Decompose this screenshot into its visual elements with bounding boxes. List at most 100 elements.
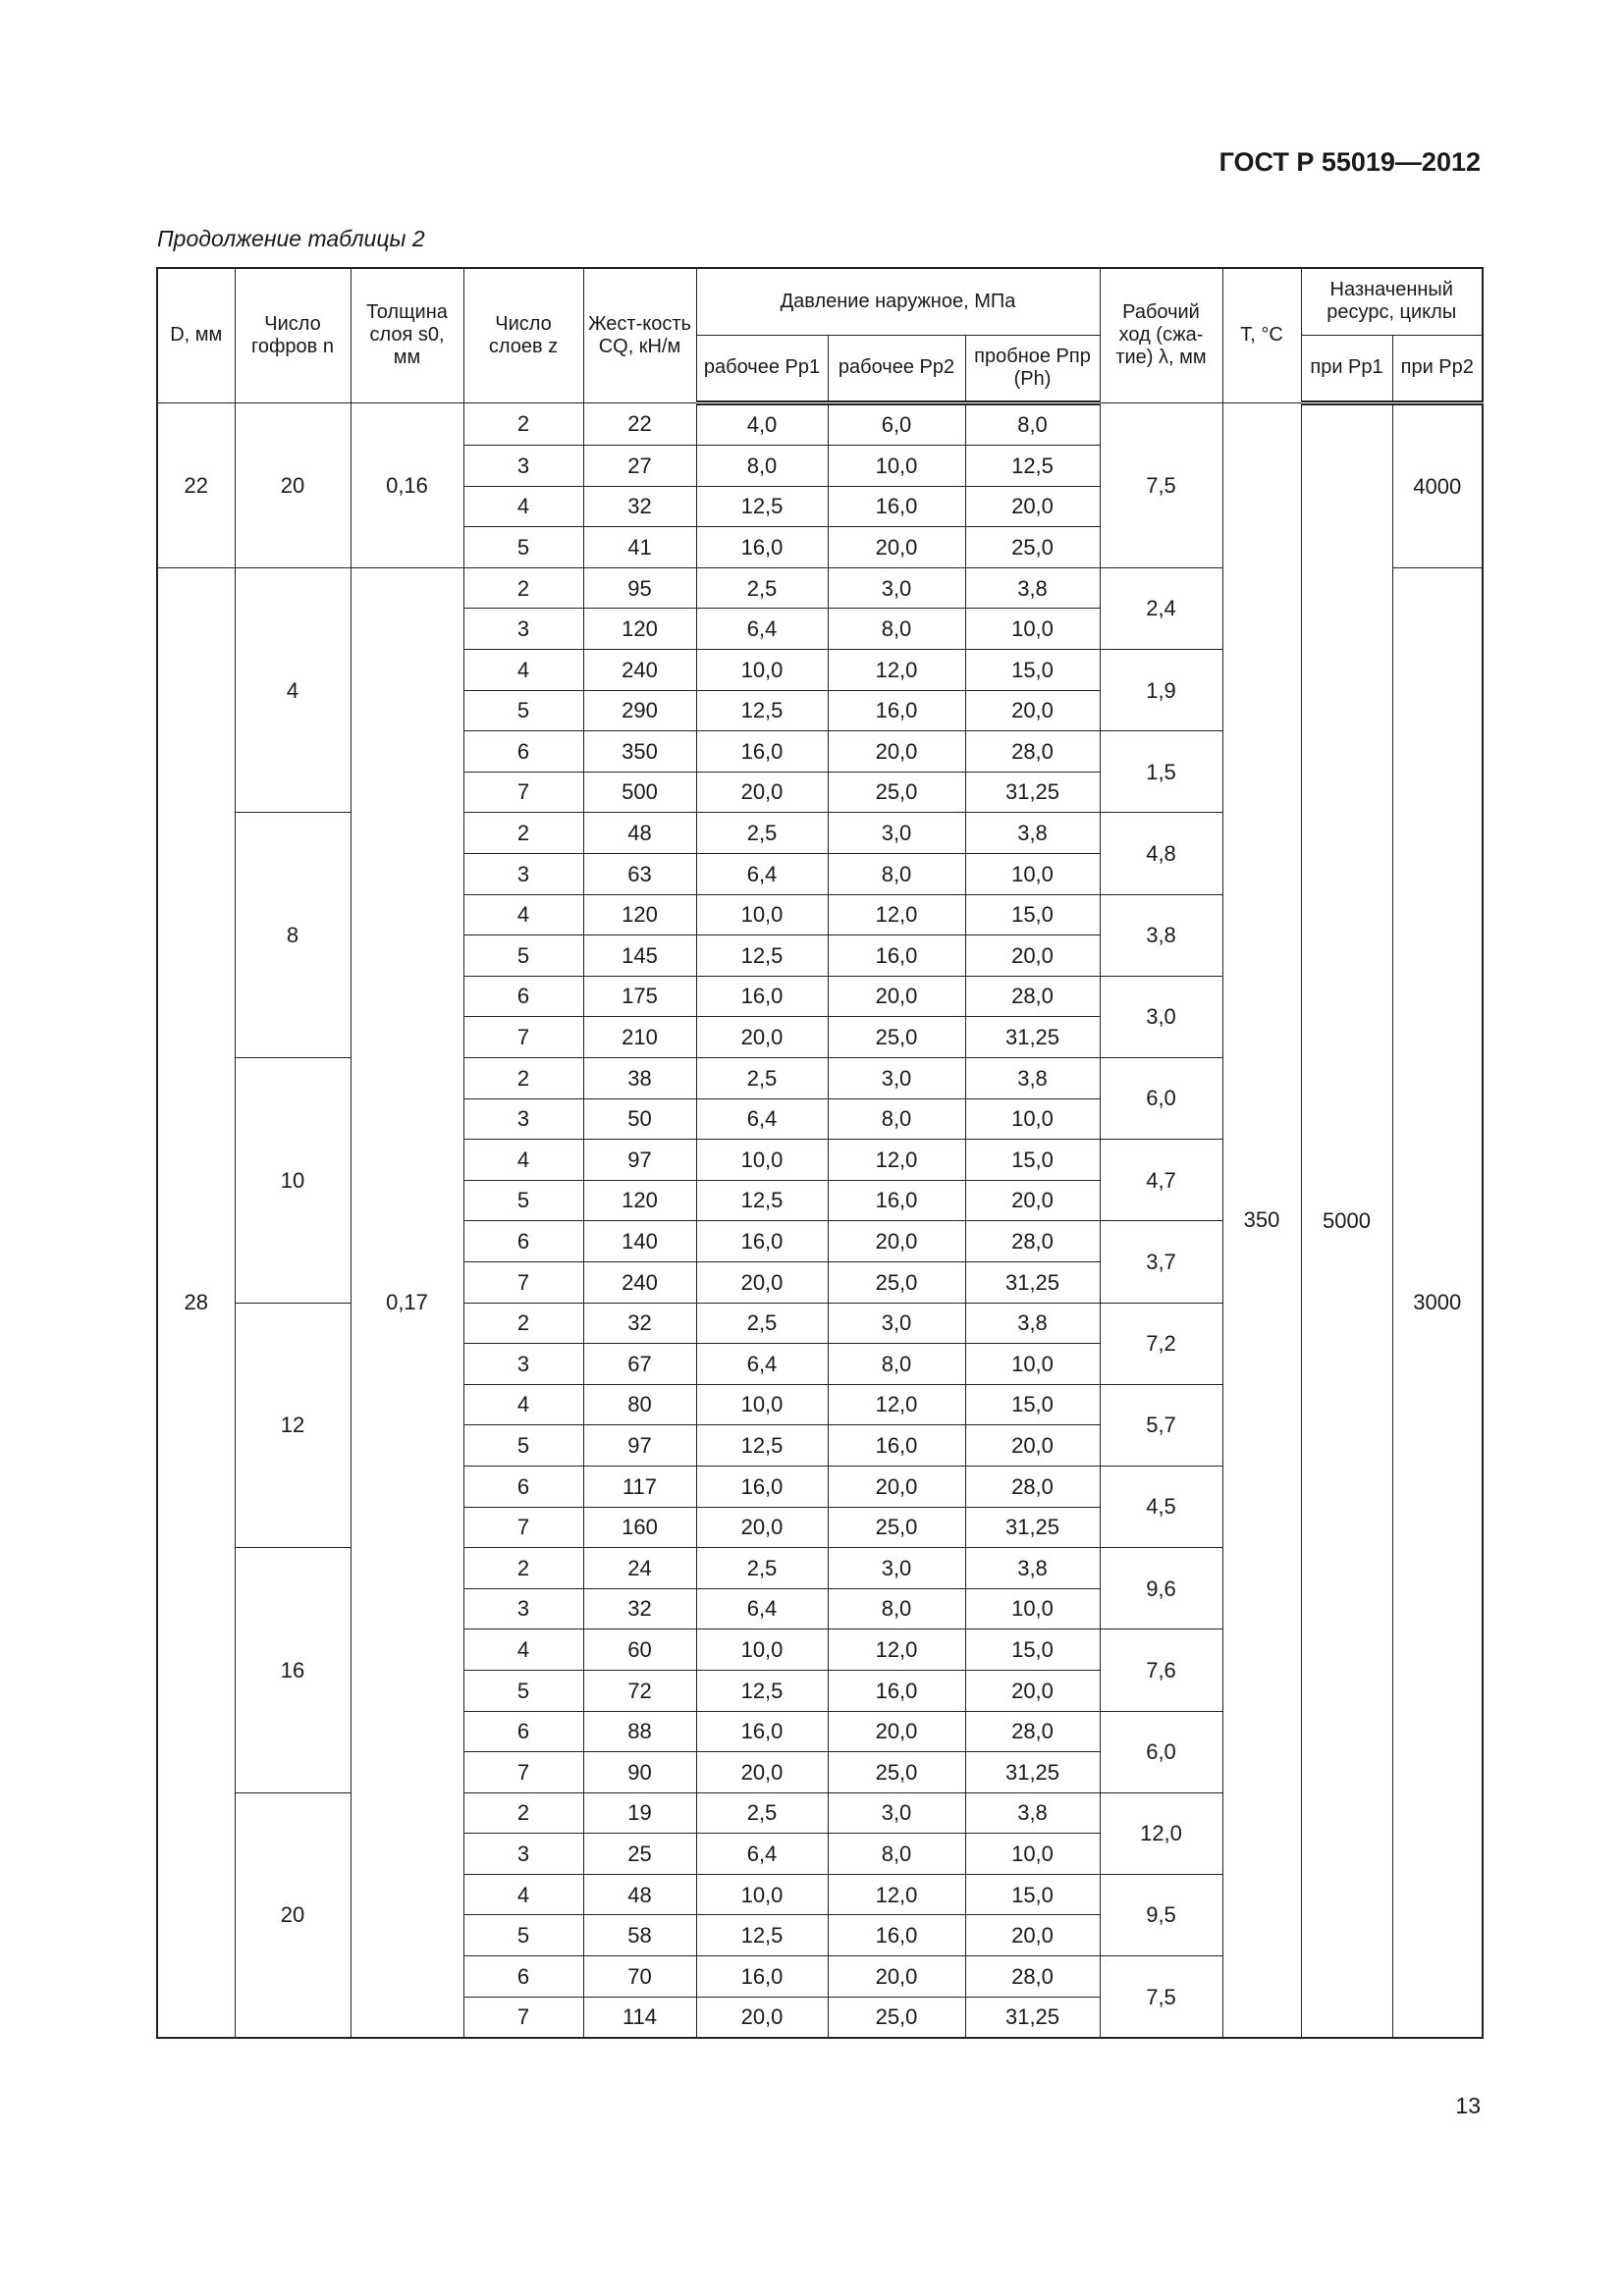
cell-z: 4 <box>462 893 584 936</box>
cell-pp2: 16,0 <box>827 1669 966 1712</box>
cell-z: 6 <box>462 730 584 773</box>
cell-lambda: 7,2 <box>1099 1302 1223 1385</box>
cell-cq: 114 <box>582 1996 697 2039</box>
cell-cq: 210 <box>582 1016 697 1058</box>
cell-z: 5 <box>462 934 584 977</box>
table-row: 12 2 32 2,5 3,0 3,8 7,2 <box>157 1302 1483 1549</box>
cell-pp1: 6,4 <box>695 608 829 651</box>
cell-pp1: 10,0 <box>695 1383 829 1426</box>
cell-lambda: 7,5 <box>1099 1955 1223 2039</box>
cell-ppr: 10,0 <box>964 1833 1101 1875</box>
cell-z: 4 <box>462 1629 584 1671</box>
cell-cq: 22 <box>582 401 697 447</box>
cell-pp2: 16,0 <box>827 1914 966 1957</box>
cell-pp2: 3,0 <box>827 1302 966 1345</box>
cell-z: 5 <box>462 1914 584 1957</box>
cell-cq: 27 <box>582 445 697 487</box>
cell-pp1: 20,0 <box>695 1260 829 1304</box>
cell-s0: 0,17 <box>350 566 464 2039</box>
cell-n: 4 <box>234 566 352 814</box>
cell-pp2: 16,0 <box>827 485 966 528</box>
cell-cq: 500 <box>582 771 697 814</box>
header-pressure: Давление наружное, МПа <box>695 267 1101 336</box>
cell-pp2: 12,0 <box>827 1629 966 1671</box>
cell-pp2: 3,0 <box>827 812 966 855</box>
cell-pp2: 3,0 <box>827 1791 966 1835</box>
cell-ppr: 15,0 <box>964 893 1101 936</box>
cell-cq: 19 <box>582 1791 697 1835</box>
table-row: 8 2 48 2,5 3,0 3,8 4,8 <box>157 812 1483 1058</box>
table-row: 6 350 16,0 20,0 28,0 1,5 <box>157 730 1483 814</box>
cell-lambda: 6,0 <box>1099 1056 1223 1141</box>
specs-table: D, мм Число гофров n Толщина слоя s0, мм… <box>156 267 1485 2040</box>
cell-pp2: 20,0 <box>827 975 966 1018</box>
cell-cq: 240 <box>582 649 697 691</box>
cell-ppr: 28,0 <box>964 730 1101 773</box>
cell-pp1: 2,5 <box>695 1302 829 1345</box>
cell-cq: 48 <box>582 812 697 855</box>
cell-cq: 41 <box>582 526 697 568</box>
cell-pp2: 8,0 <box>827 1587 966 1630</box>
cell-lambda: 9,5 <box>1099 1873 1223 1957</box>
cell-cq: 50 <box>582 1097 697 1141</box>
cell-n: 10 <box>234 1057 352 1304</box>
cell-cq: 32 <box>582 1302 697 1345</box>
cell-z: 2 <box>462 812 584 855</box>
cell-n: 8 <box>234 812 352 1058</box>
cell-lambda: 4,8 <box>1099 812 1223 895</box>
cell-cq: 175 <box>582 975 697 1018</box>
cell-cq: 120 <box>582 608 697 651</box>
cell-pp1: 20,0 <box>695 1751 829 1793</box>
table-row: 6 117 16,0 20,0 28,0 4,5 <box>157 1465 1483 1549</box>
cell-resource-p2: 3000 <box>1391 566 1484 2039</box>
cell-ppr: 3,8 <box>964 812 1101 855</box>
cell-pp1: 10,0 <box>695 649 829 691</box>
cell-cq: 32 <box>582 485 697 528</box>
cell-pp2: 3,0 <box>827 1547 966 1589</box>
cell-ppr: 20,0 <box>964 1424 1101 1467</box>
cell-pp1: 2,5 <box>695 1057 829 1099</box>
header-ppr: пробное Pпр (Ph) <box>964 334 1101 405</box>
table-row: 4 48 10,0 12,0 15,0 9,5 <box>157 1873 1483 1957</box>
cell-pp1: 20,0 <box>695 1996 829 2039</box>
table-row: 5 72 12,5 16,0 20,0 <box>157 1669 1483 1712</box>
cell-z: 7 <box>462 1260 584 1304</box>
header-cq: Жест-кость CQ, кН/м <box>582 267 697 403</box>
cell-z: 2 <box>462 1791 584 1835</box>
cell-z: 2 <box>462 1547 584 1589</box>
cell-t: 350 <box>1221 401 1302 2039</box>
cell-pp2: 3,0 <box>827 566 966 610</box>
cell-ppr: 20,0 <box>964 1179 1101 1222</box>
cell-z: 3 <box>462 608 584 651</box>
table-row: 6 88 16,0 20,0 28,0 6,0 <box>157 1710 1483 1793</box>
cell-ppr: 20,0 <box>964 485 1101 528</box>
cell-resource-p1: 5000 <box>1300 401 1393 2039</box>
cell-pp1: 16,0 <box>695 975 829 1018</box>
cell-pp1: 4,0 <box>695 401 829 447</box>
cell-pp2: 16,0 <box>827 1179 966 1222</box>
cell-cq: 90 <box>582 1751 697 1793</box>
cell-ppr: 20,0 <box>964 934 1101 977</box>
cell-pp2: 25,0 <box>827 771 966 814</box>
cell-z: 5 <box>462 1179 584 1222</box>
cell-z: 7 <box>462 1996 584 2039</box>
cell-pp2: 20,0 <box>827 1465 966 1508</box>
cell-cq: 48 <box>582 1873 697 1916</box>
table-row: 7 160 20,0 25,0 31,25 <box>157 1506 1483 1549</box>
cell-z: 3 <box>462 1097 584 1141</box>
header-z: Число слоев z <box>462 267 584 403</box>
cell-z: 4 <box>462 1873 584 1916</box>
cell-cq: 160 <box>582 1506 697 1549</box>
table-row: 4 240 10,0 12,0 15,0 1,9 <box>157 649 1483 732</box>
cell-pp2: 3,0 <box>827 1057 966 1099</box>
cell-pp2: 25,0 <box>827 1506 966 1549</box>
cell-lambda: 4,5 <box>1099 1465 1223 1549</box>
cell-lambda: 1,5 <box>1099 730 1223 814</box>
cell-ppr: 31,25 <box>964 1016 1101 1058</box>
cell-ppr: 31,25 <box>964 1996 1101 2039</box>
cell-n: 20 <box>234 1791 352 2039</box>
cell-cq: 24 <box>582 1547 697 1589</box>
cell-pp1: 6,4 <box>695 853 829 895</box>
cell-pp1: 12,5 <box>695 1914 829 1957</box>
cell-pp1: 6,4 <box>695 1833 829 1875</box>
